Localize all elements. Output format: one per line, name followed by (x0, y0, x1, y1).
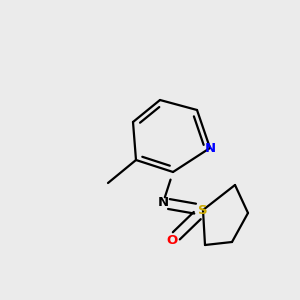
Text: N: N (158, 196, 169, 209)
Text: N: N (204, 142, 216, 154)
Text: S: S (198, 203, 208, 217)
Text: O: O (167, 233, 178, 247)
